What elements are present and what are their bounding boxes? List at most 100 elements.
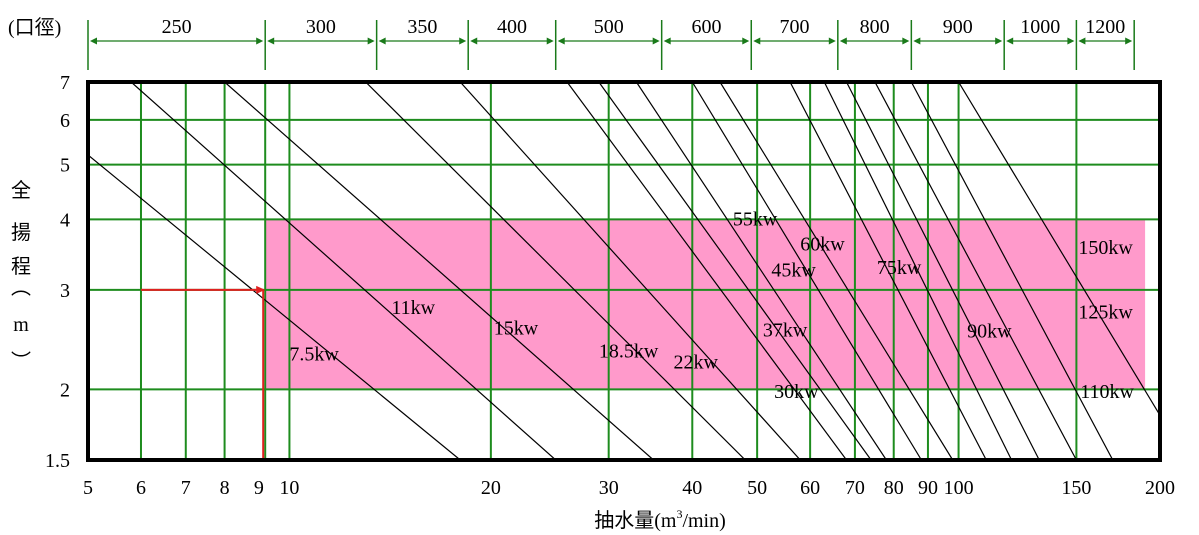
diameter-arrow-left bbox=[378, 37, 386, 45]
diameter-arrow-left bbox=[839, 37, 847, 45]
x-tick-label: 20 bbox=[481, 477, 501, 499]
diameter-arrow-left bbox=[90, 37, 97, 45]
power-label: 37kw bbox=[763, 320, 808, 342]
power-label: 125kw bbox=[1078, 302, 1133, 324]
power-label: 15kw bbox=[494, 318, 539, 340]
y-tick-label: 1.5 bbox=[45, 450, 70, 472]
power-label: 75kw bbox=[877, 257, 922, 279]
x-tick-label: 60 bbox=[800, 477, 820, 499]
diameter-arrow-right bbox=[1067, 37, 1075, 45]
power-line bbox=[365, 82, 746, 460]
power-line bbox=[958, 82, 1160, 416]
power-labels: 7.5kw 11kw 15kw 18.5kw 22kw 30kw 37kw 45kw 55kw 6… bbox=[289, 209, 1134, 404]
diameter-segment-label: 300 bbox=[306, 16, 336, 38]
diameter-arrow-right bbox=[459, 37, 467, 45]
diameter-arrow-right bbox=[742, 37, 750, 45]
grid-lines bbox=[88, 82, 1160, 460]
y-tick-label: 5 bbox=[60, 155, 70, 177]
y-axis-label-char: ︵ bbox=[11, 277, 31, 299]
y-tick-label: 6 bbox=[60, 110, 70, 132]
plot-border bbox=[86, 80, 1162, 462]
diameter-arrow-left bbox=[663, 37, 671, 45]
power-line bbox=[789, 82, 987, 460]
diameter-segment-label: 250 bbox=[162, 16, 192, 38]
x-axis-label-prefix: 抽水量(m bbox=[594, 509, 677, 532]
diameter-arrow-left bbox=[1078, 37, 1086, 45]
y-tick-label: 2 bbox=[60, 379, 70, 401]
x-tick-label: 90 bbox=[918, 477, 938, 499]
x-tick-label: 7 bbox=[181, 477, 191, 499]
diameter-segment-label: 700 bbox=[780, 16, 810, 38]
x-tick-label: 5 bbox=[83, 477, 93, 499]
power-label: 30kw bbox=[774, 381, 819, 403]
x-tick-label: 10 bbox=[279, 477, 299, 499]
power-lines bbox=[88, 82, 1160, 460]
power-label: 45kw bbox=[771, 259, 816, 281]
x-tick-labels: 5 6 7 8 9 10 20 30 40 50 60 70 80 90 100 150 200 bbox=[83, 477, 1175, 499]
x-tick-label: 50 bbox=[747, 477, 767, 499]
y-axis-label-char: 全 bbox=[11, 179, 31, 202]
x-tick-label: 100 bbox=[944, 477, 974, 499]
operating-head-arrow bbox=[256, 285, 266, 294]
diameter-segment-label: 350 bbox=[407, 16, 437, 38]
x-tick-label: 150 bbox=[1061, 477, 1091, 499]
power-label: 18.5kw bbox=[599, 340, 659, 362]
diameter-arrow-right bbox=[995, 37, 1003, 45]
diameter-arrow-left bbox=[1006, 37, 1014, 45]
y-axis-label: 全揚程︵ m ︶ bbox=[11, 179, 31, 373]
x-tick-label: 9 bbox=[254, 477, 264, 499]
power-line bbox=[719, 82, 954, 460]
power-line bbox=[598, 82, 872, 460]
diameter-segment-label: 1200 bbox=[1085, 16, 1125, 38]
power-line bbox=[845, 82, 1040, 460]
diameter-arrow-left bbox=[557, 37, 565, 45]
power-label: 110kw bbox=[1080, 381, 1134, 403]
diameter-arrow-left bbox=[267, 37, 275, 45]
x-axis-label-sup: 3 bbox=[676, 507, 682, 521]
diameter-arrow-left bbox=[913, 37, 921, 45]
power-line bbox=[130, 82, 557, 460]
power-label: 11kw bbox=[391, 297, 435, 319]
diameter-arrow-right bbox=[367, 37, 375, 45]
diameter-arrow-right bbox=[902, 37, 910, 45]
diameter-segment-label: 600 bbox=[691, 16, 721, 38]
power-line bbox=[910, 82, 1114, 460]
power-line bbox=[566, 82, 847, 460]
x-axis-label-suffix: /min) bbox=[682, 510, 725, 532]
diameter-arrow-right bbox=[828, 37, 836, 45]
power-label: 22kw bbox=[674, 351, 719, 373]
y-axis-label-char: ︶ bbox=[11, 350, 31, 373]
y-axis-label-char: 程 bbox=[11, 255, 31, 278]
y-tick-label: 4 bbox=[60, 209, 70, 231]
diameter-arrow-right bbox=[256, 37, 264, 45]
power-line bbox=[88, 154, 461, 460]
y-tick-label: 7 bbox=[60, 72, 70, 94]
x-tick-label: 30 bbox=[599, 477, 619, 499]
y-tick-label: 3 bbox=[60, 280, 70, 302]
x-tick-label: 80 bbox=[884, 477, 904, 499]
x-tick-label: 70 bbox=[845, 477, 865, 499]
diameter-segment-label: 800 bbox=[860, 16, 890, 38]
power-label: 150kw bbox=[1078, 237, 1133, 259]
diameter-segment-label: 1000 bbox=[1020, 16, 1060, 38]
x-tick-label: 40 bbox=[682, 477, 702, 499]
operating-point bbox=[140, 285, 266, 460]
x-tick-label: 8 bbox=[220, 477, 230, 499]
diameter-label: (口徑) bbox=[8, 16, 61, 39]
power-line bbox=[823, 82, 1013, 460]
x-tick-label: 200 bbox=[1145, 477, 1175, 499]
power-line bbox=[691, 82, 922, 460]
diameter-arrow-right bbox=[1125, 37, 1133, 45]
diameter-arrow-right bbox=[652, 37, 660, 45]
plot-frame bbox=[86, 80, 1162, 462]
diameter-scale: (口徑) 250 300 350 400 500 600 700 800 900 1000 1200 bbox=[8, 16, 1135, 70]
x-tick-label: 6 bbox=[136, 477, 146, 499]
power-label: 60kw bbox=[800, 234, 845, 256]
diameter-arrow-left bbox=[470, 37, 478, 45]
power-line bbox=[459, 82, 801, 460]
y-tick-labels: 1.5 2 3 4 5 6 7 bbox=[45, 72, 70, 472]
diameter-arrow-left bbox=[753, 37, 761, 45]
diameter-segment-label: 400 bbox=[497, 16, 527, 38]
power-line bbox=[635, 82, 887, 460]
